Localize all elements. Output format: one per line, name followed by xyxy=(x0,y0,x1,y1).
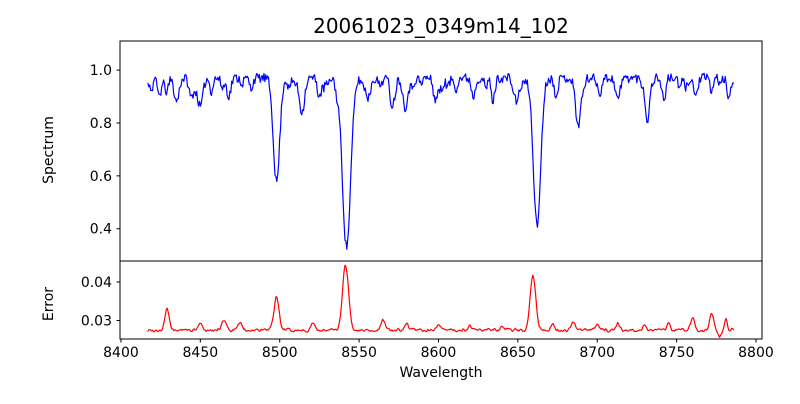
y-tick-label: 0.4 xyxy=(90,222,112,238)
x-tick-label: 8500 xyxy=(262,345,298,361)
y-tick-label: 0.8 xyxy=(90,116,112,132)
chart-title: 20061023_0349m14_102 xyxy=(313,14,569,38)
error-y-axis-label: Error xyxy=(41,287,57,321)
x-tick-label: 8550 xyxy=(341,345,377,361)
x-tick-label: 8400 xyxy=(103,345,139,361)
error-line xyxy=(147,264,735,338)
y-tick-label: 0.6 xyxy=(90,169,112,185)
x-axis-label: Wavelength xyxy=(399,365,482,381)
x-tick-label: 8450 xyxy=(183,345,219,361)
y-tick-label: 0.03 xyxy=(81,314,112,330)
x-tick-label: 8650 xyxy=(500,345,536,361)
y-tick-label: 0.04 xyxy=(81,275,112,291)
spectrum-y-ticks: 0.4 0.6 0.8 1.0 xyxy=(90,63,120,238)
x-axis-ticks: 8400 8450 8500 8550 8600 8650 8700 8750 8800 xyxy=(103,339,774,361)
x-tick-label: 8700 xyxy=(579,345,615,361)
spectrum-y-axis-label: Spectrum xyxy=(41,116,57,184)
y-tick-label: 1.0 xyxy=(90,63,112,79)
x-tick-label: 8800 xyxy=(738,345,774,361)
x-tick-label: 8600 xyxy=(421,345,457,361)
spectrum-line xyxy=(147,72,735,250)
x-tick-label: 8750 xyxy=(659,345,695,361)
error-axes: 0.03 0.04 8400 8450 8500 8550 8600 8650 8700 875… xyxy=(81,260,774,361)
error-y-ticks: 0.03 0.04 xyxy=(81,275,120,330)
error-plot-border xyxy=(119,260,763,340)
